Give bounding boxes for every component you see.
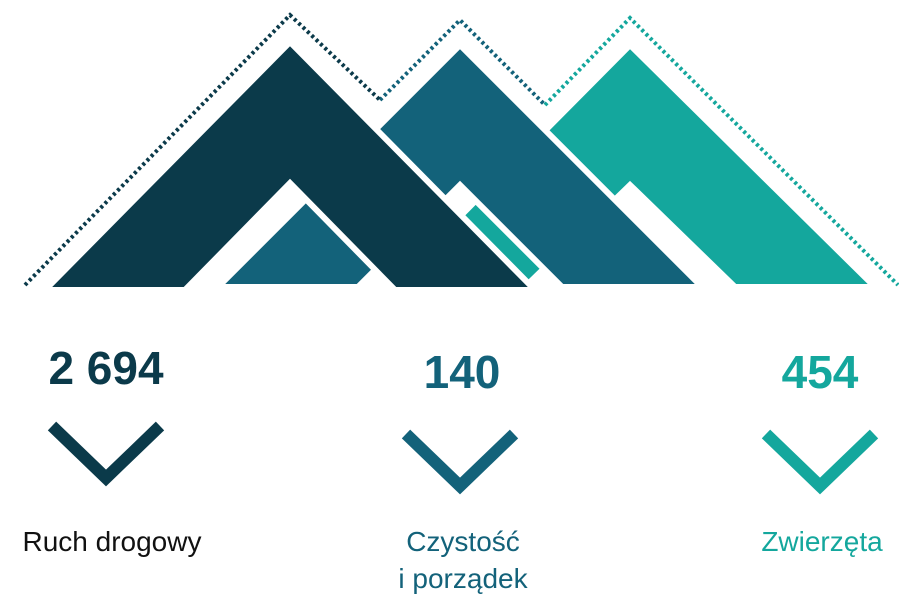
value: 2 694	[48, 342, 164, 394]
chevron	[761, 429, 879, 495]
label: Czystość	[406, 526, 520, 557]
mountains	[23, 12, 899, 293]
label: Ruch drogowy	[23, 526, 202, 557]
value: 140	[424, 346, 501, 398]
dotted-outline	[23, 12, 382, 287]
mountain	[37, 37, 543, 293]
dotted-outline	[543, 15, 899, 287]
value: 454	[782, 346, 859, 398]
label: i porządek	[398, 563, 528, 594]
chevron	[401, 429, 519, 495]
label: Zwierzęta	[761, 526, 883, 557]
chevron	[47, 421, 165, 487]
dotted-outline	[378, 17, 547, 107]
